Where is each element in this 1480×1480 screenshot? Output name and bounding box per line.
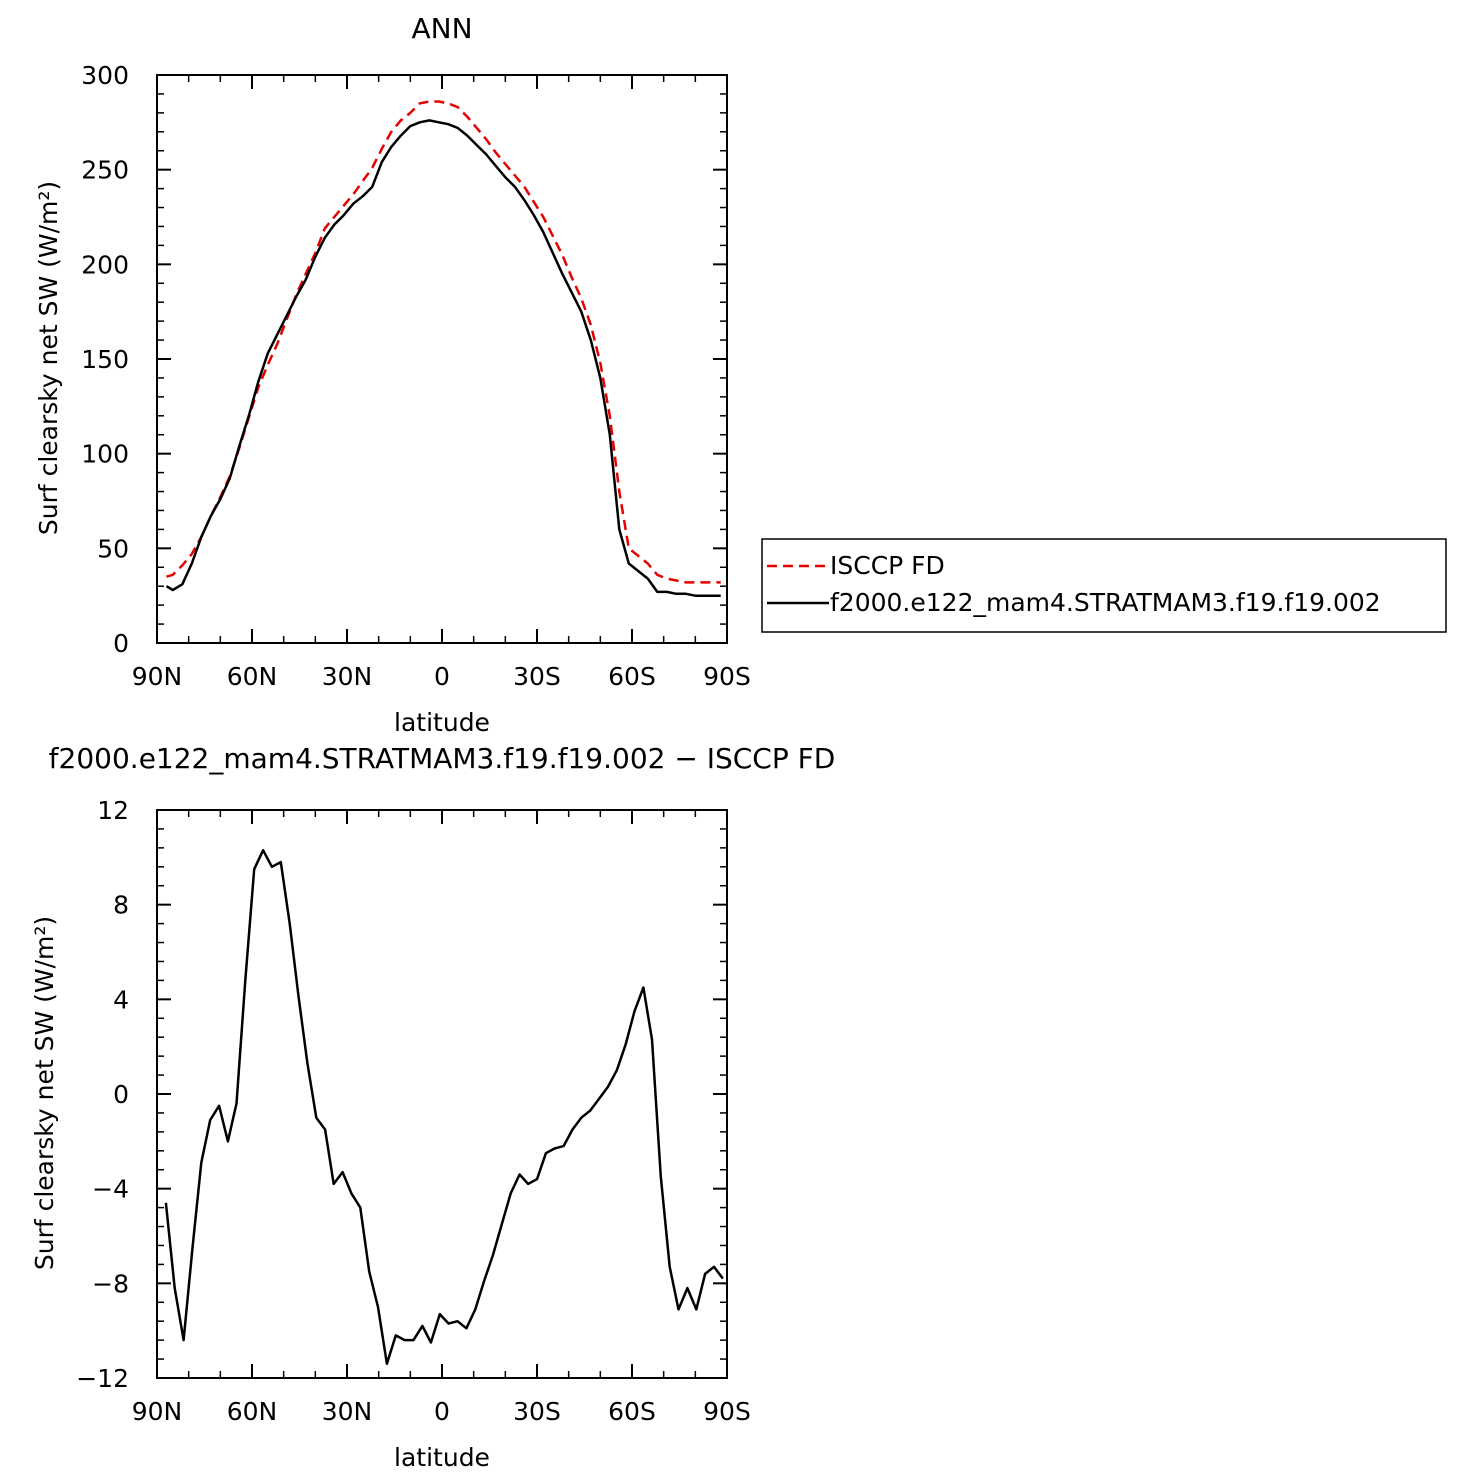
top-x-tick-label: 90N: [132, 662, 183, 691]
top-y-tick-label: 200: [81, 250, 129, 279]
bottom-y-tick-label: 8: [113, 891, 129, 920]
top-y-tick-label: 100: [81, 440, 129, 469]
bottom-x-tick-label: 0: [434, 1397, 450, 1426]
top-y-tick-label: 0: [113, 629, 129, 658]
bottom-x-tick-label: 60S: [608, 1397, 656, 1426]
bottom-x-tick-label: 90N: [132, 1397, 183, 1426]
top-y-tick-label: 150: [81, 345, 129, 374]
bottom-series-line-0: [164, 848, 724, 1366]
svg-text:Surf clearsky net SW (W/m²): Surf clearsky net SW (W/m²): [30, 916, 59, 1270]
top-series-line-1: [165, 119, 721, 597]
top-x-tick-label: 60S: [608, 662, 656, 691]
bottom-y-tick-label: −12: [76, 1364, 129, 1393]
legend-box: [761, 538, 1447, 633]
bottom-plot-frame: [156, 809, 728, 1379]
svg-text:Surf clearsky net SW (W/m²): Surf clearsky net SW (W/m²): [34, 181, 63, 535]
top-y-tick-label: 300: [81, 61, 129, 90]
top-x-tick-label: 90S: [703, 662, 751, 691]
bottom-y-tick-label: 12: [97, 796, 129, 825]
bottom-y-tick-label: 4: [113, 985, 129, 1014]
top-x-axis-title: latitude: [394, 708, 490, 737]
bottom-plot-area: 90N 60N 30N 0 30S 60S 90S −12 −8 −4 0 4 8 12: [76, 796, 751, 1426]
top-x-tick-label: 30N: [322, 662, 373, 691]
top-plot-frame: [156, 74, 728, 644]
top-y-tick-label: 250: [81, 156, 129, 185]
top-panel: ANN Surf clearsky net SW (W/m²) latitude…: [34, 12, 751, 737]
bottom-x-tick-label: 60N: [227, 1397, 278, 1426]
bottom-plot-title: f2000.e122_mam4.STRATMAM3.f19.f19.002 − …: [49, 742, 836, 775]
top-y-title-text: Surf clearsky net SW (W/m²): [34, 181, 63, 535]
bottom-x-axis-title: latitude: [394, 1443, 490, 1472]
top-x-tick-label: 30S: [513, 662, 561, 691]
bottom-y-tick-label: 0: [113, 1080, 129, 1109]
bottom-y-title-text: Surf clearsky net SW (W/m²): [30, 916, 59, 1270]
bottom-panel: f2000.e122_mam4.STRATMAM3.f19.f19.002 − …: [30, 742, 835, 1472]
legend-label-model: f2000.e122_mam4.STRATMAM3.f19.f19.002: [830, 588, 1381, 617]
bottom-y-tick-label: −8: [92, 1269, 129, 1298]
bottom-x-tick-label: 30S: [513, 1397, 561, 1426]
top-series-line-0: [166, 100, 721, 584]
top-x-tick-label: 0: [434, 662, 450, 691]
bottom-x-tick-label: 30N: [322, 1397, 373, 1426]
legend-label-isccp-fd: ISCCP FD: [830, 551, 945, 580]
bottom-y-tick-label: −4: [92, 1175, 129, 1204]
legend: ISCCP FD f2000.e122_mam4.STRATMAM3.f19.f…: [761, 538, 1447, 633]
bottom-x-tick-label: 90S: [703, 1397, 751, 1426]
bottom-axis-title-y: Surf clearsky net SW (W/m²): [30, 916, 59, 1270]
top-x-tick-label: 60N: [227, 662, 278, 691]
top-plot-title: ANN: [411, 12, 472, 45]
top-axis-title-y: Surf clearsky net SW (W/m²): [34, 181, 63, 535]
top-y-tick-label: 50: [97, 534, 129, 563]
top-plot-area: 90N 60N 30N 0 30S 60S 90S 0 50 100 150 200 250 300: [81, 61, 751, 691]
